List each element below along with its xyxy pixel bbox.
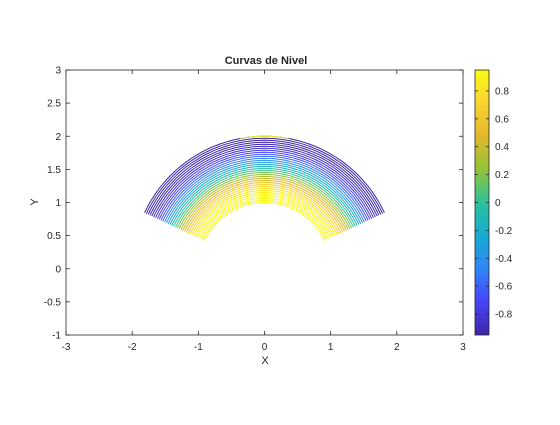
x-axis-label: X bbox=[261, 355, 269, 367]
contour-level-line bbox=[194, 192, 335, 237]
contour-level-line bbox=[178, 173, 351, 230]
contour-level-line bbox=[240, 135, 289, 139]
contour-level-line bbox=[193, 190, 336, 236]
y-axis-label: Y bbox=[29, 198, 41, 206]
contour-level-line bbox=[156, 149, 373, 219]
y-tick-label: 0.5 bbox=[47, 231, 61, 242]
colorbar-tick-label: 0 bbox=[495, 198, 501, 209]
contour-level-line bbox=[176, 171, 353, 229]
contour-level-line bbox=[165, 159, 364, 224]
contour-level-line bbox=[149, 141, 380, 216]
y-tick-label: 1 bbox=[55, 198, 61, 209]
contour-level-line bbox=[151, 143, 378, 217]
contour-level-line bbox=[187, 183, 342, 234]
y-tick-label: 2 bbox=[55, 132, 61, 143]
contour-lines bbox=[144, 135, 385, 242]
colorbar-tick-label: -0.4 bbox=[495, 254, 513, 265]
contour-level-line bbox=[162, 155, 367, 222]
colorbar-tick-label: -0.8 bbox=[495, 310, 513, 321]
y-tick-label: 2.5 bbox=[47, 99, 61, 110]
contour-level-line bbox=[180, 175, 349, 230]
contour-level-line bbox=[200, 198, 329, 240]
contour-level-line bbox=[169, 163, 360, 225]
contour-level-line bbox=[153, 145, 376, 218]
y-tick-label: 1.5 bbox=[47, 165, 61, 176]
x-tick-label: -1 bbox=[194, 342, 203, 353]
colorbar-tick-label: 0.6 bbox=[495, 114, 509, 125]
x-tick-label: 3 bbox=[460, 342, 466, 353]
y-tick-label: 3 bbox=[55, 66, 61, 77]
y-tick-label: -0.5 bbox=[44, 297, 62, 308]
contour-level-line bbox=[204, 202, 325, 242]
chart-title: Curvas de Nivel bbox=[225, 55, 308, 67]
contour-level-line bbox=[145, 137, 384, 214]
colorbar-tick-label: 0.2 bbox=[495, 170, 509, 181]
x-tick-label: -2 bbox=[128, 342, 137, 353]
y-tick-label: 0 bbox=[55, 264, 61, 275]
contour-level-line bbox=[196, 194, 333, 238]
contour-level-line bbox=[191, 187, 338, 236]
colorbar-tick-label: 0.4 bbox=[495, 142, 509, 153]
colorbar-tick-label: -0.6 bbox=[495, 282, 513, 293]
colorbar-tick-label: -0.2 bbox=[495, 226, 513, 237]
contour-level-line bbox=[167, 161, 362, 225]
contour-level-line bbox=[202, 200, 327, 241]
contour-level-line bbox=[198, 196, 331, 239]
x-axis-ticks: -3 -2 -1 0 1 2 3 bbox=[62, 70, 466, 353]
x-tick-label: 0 bbox=[262, 342, 268, 353]
contour-level-line bbox=[164, 157, 365, 223]
contour-level-line bbox=[185, 181, 344, 233]
contour-level-line bbox=[171, 165, 358, 226]
x-tick-label: 1 bbox=[328, 342, 334, 353]
y-axis-ticks: -1 -0.5 0 0.5 1 1.5 2 2.5 3 bbox=[44, 66, 463, 342]
x-tick-label: 2 bbox=[394, 342, 400, 353]
contour-level-line bbox=[155, 147, 374, 219]
contour-level-line bbox=[158, 151, 371, 220]
contour-level-line bbox=[147, 139, 382, 215]
y-tick-label: -1 bbox=[52, 331, 61, 342]
colorbar-ticks: -0.8 -0.6 -0.4 -0.2 0 0.2 0.4 0.6 0.8 bbox=[475, 86, 513, 321]
contour-level-line bbox=[175, 169, 354, 228]
contour-level-line bbox=[160, 153, 369, 221]
x-tick-label: -3 bbox=[62, 342, 71, 353]
contour-level-line bbox=[189, 185, 340, 235]
contour-level-line bbox=[182, 177, 347, 231]
contour-level-line bbox=[184, 179, 345, 232]
colorbar-tick-label: 0.8 bbox=[495, 86, 509, 97]
contour-level-line bbox=[173, 167, 356, 227]
